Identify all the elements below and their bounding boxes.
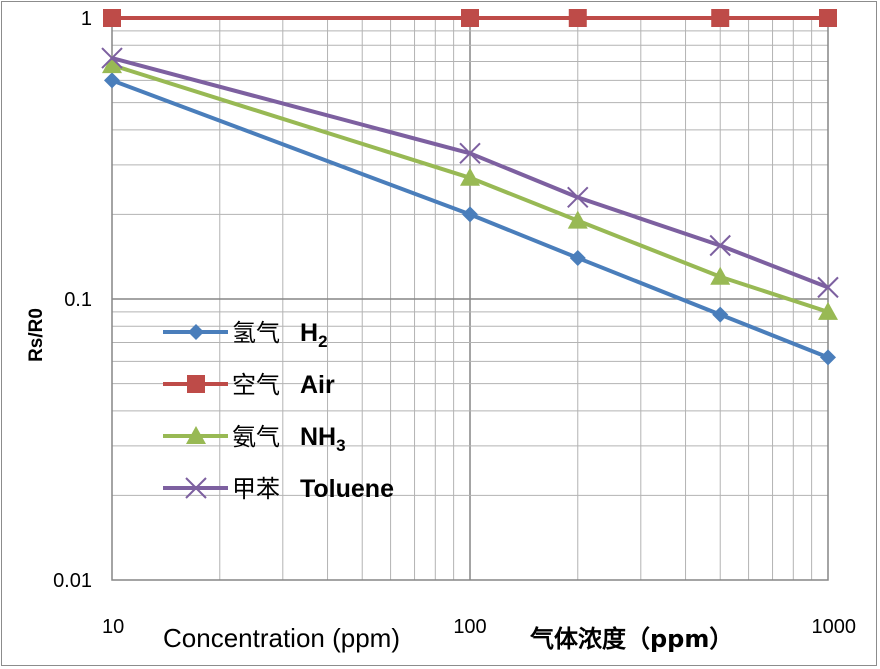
x-tick-label: 100 — [453, 616, 486, 638]
x-marker — [817, 276, 839, 299]
diamond-marker — [104, 72, 120, 89]
legend-label-chinese: 氨气 — [232, 423, 280, 451]
triangle-marker — [102, 55, 122, 74]
diamond-marker — [569, 249, 586, 266]
x-marker — [459, 142, 481, 165]
square-marker — [461, 9, 479, 27]
x-marker-stroke — [709, 234, 731, 257]
legend-subscript: 2 — [318, 332, 327, 351]
legend-label: H2 — [300, 319, 328, 351]
x-tick-label: 1000 — [812, 616, 857, 638]
legend-label-chinese: 空气 — [232, 371, 280, 399]
x-axis-label-chinese: 气体浓度（ppm） — [529, 625, 733, 653]
x-marker-stroke — [817, 276, 839, 299]
diamond-marker — [188, 324, 204, 340]
y-tick-label: 1 — [81, 8, 92, 30]
diamond-marker — [712, 306, 729, 323]
square-marker — [819, 9, 837, 27]
y-tick-label: 0.1 — [64, 289, 92, 311]
x-marker-stroke — [567, 186, 589, 209]
series-layer — [101, 9, 839, 366]
x-marker — [101, 47, 123, 69]
x-marker-stroke — [459, 142, 481, 165]
tick-labels: 10 100 1000 1 0.1 0.01 — [53, 8, 856, 638]
triangle-marker — [186, 426, 206, 444]
legend-item-air: 空气 Air — [163, 371, 335, 399]
triangle-marker — [818, 301, 838, 320]
legend-label-chinese: 氢气 — [232, 319, 280, 347]
square-marker — [568, 9, 587, 27]
series-h2 — [104, 72, 836, 366]
series-air — [103, 9, 837, 27]
series-toluene — [101, 47, 839, 299]
x-tick-label: 10 — [102, 616, 124, 638]
series-nh3 — [102, 55, 838, 320]
x-marker-stroke — [185, 477, 207, 499]
legend-item-toluene: 甲苯 Toluene — [163, 475, 394, 503]
legend-label: Toluene — [300, 475, 394, 503]
legend-label: NH3 — [300, 423, 346, 455]
square-marker — [187, 375, 205, 393]
grid-lines — [112, 18, 828, 580]
x-marker — [185, 477, 207, 499]
legend-label: Air — [300, 371, 335, 399]
y-tick-label: 0.01 — [53, 570, 92, 592]
square-marker — [103, 9, 121, 27]
x-marker — [709, 234, 731, 257]
legend-item-nh3: 氨气 NH3 — [163, 423, 346, 455]
diamond-marker — [820, 349, 836, 366]
triangle-marker — [710, 266, 731, 285]
square-marker — [711, 9, 730, 27]
legend-item-h2: 氢气 H2 — [163, 319, 328, 351]
x-marker-stroke — [101, 47, 123, 69]
triangle-marker — [460, 167, 480, 186]
y-axis-label: Rs/R0 — [26, 308, 47, 362]
x-axis-label: Concentration (ppm) — [163, 623, 400, 653]
legend-label-chinese: 甲苯 — [232, 475, 280, 503]
legend-subscript: 3 — [336, 436, 345, 455]
x-marker — [567, 186, 589, 209]
diamond-marker — [462, 206, 478, 223]
triangle-marker — [567, 210, 588, 229]
